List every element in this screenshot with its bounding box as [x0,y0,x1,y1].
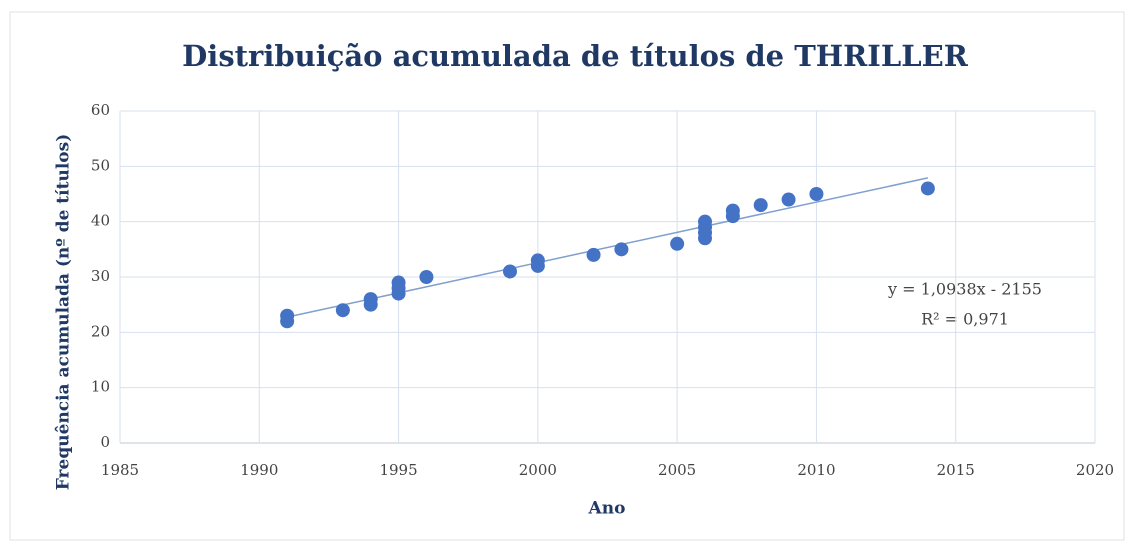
trendline-equation: y = 1,0938x - 2155 [887,280,1042,299]
chart-title: Distribuição acumulada de títulos de THR… [182,39,969,73]
data-point [614,242,629,257]
x-tick-label: 2020 [1076,461,1114,479]
data-point [363,292,378,307]
trendline-r2: R² = 0,971 [921,310,1009,329]
y-tick-label: 0 [100,433,110,451]
y-axis-label: Frequência acumulada (nº de títulos) [54,134,74,490]
y-tick-label: 30 [91,267,110,285]
data-point [781,192,796,207]
data-point [670,236,685,251]
y-tick-label: 60 [91,101,110,119]
data-point [753,198,768,213]
data-point [530,253,545,268]
data-point [503,264,517,279]
y-tick-label: 10 [91,378,110,396]
y-tick-label: 50 [91,156,110,174]
chart-border [9,11,1125,541]
data-point [698,214,712,229]
data-point [335,303,350,318]
x-tick-label: 1990 [240,461,278,479]
x-tick-label: 2010 [797,461,835,479]
data-point [920,181,935,196]
x-tick-label: 2015 [937,461,975,479]
data-point [280,308,295,323]
y-tick-label: 40 [91,212,110,230]
data-point [586,247,601,262]
x-tick-label: 1995 [379,461,417,479]
data-point [809,187,824,201]
x-tick-label: 2005 [658,461,696,479]
x-tick-label: 2000 [519,461,557,479]
data-point [419,270,434,284]
x-axis-label: Ano [588,499,626,519]
y-tick-label: 20 [91,322,110,340]
x-tick-label: 1985 [101,461,139,479]
data-point [725,203,740,218]
data-point [391,275,406,290]
